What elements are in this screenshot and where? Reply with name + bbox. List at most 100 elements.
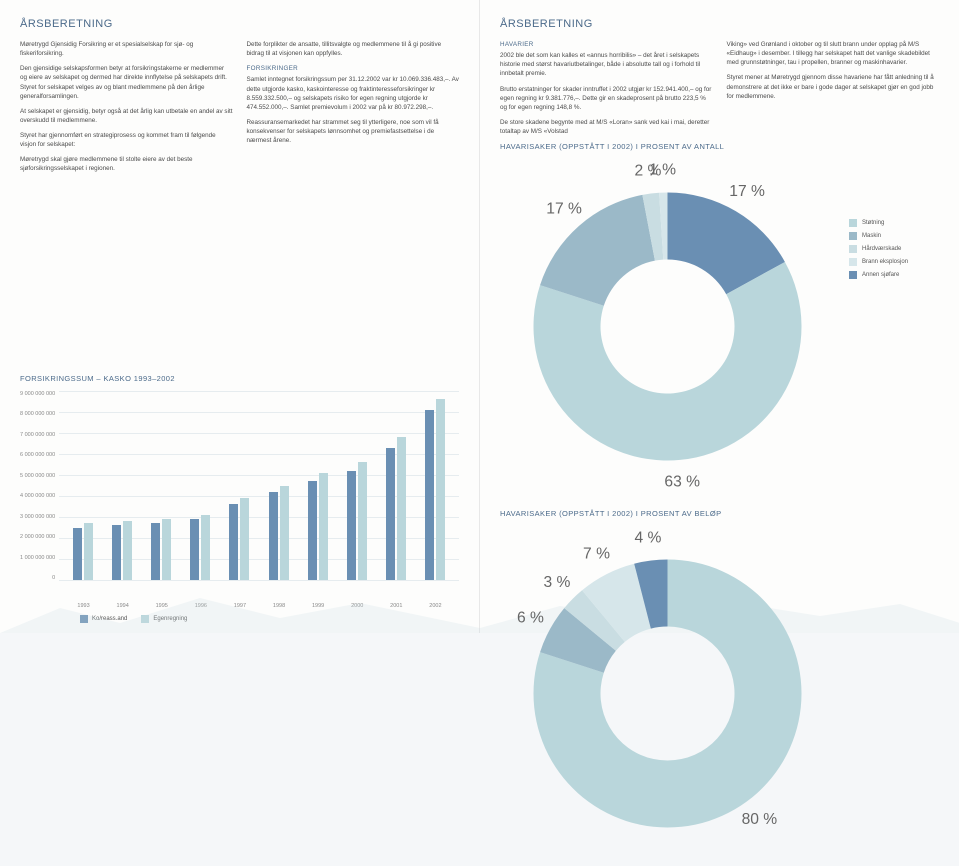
para: Viking» ved Grønland i oktober og til sl… bbox=[727, 40, 940, 67]
legend-label: Egenregning bbox=[153, 616, 187, 622]
bar-group bbox=[185, 391, 216, 580]
legend-item: Hårdværskade bbox=[849, 245, 939, 253]
legend-item: Egenregning bbox=[141, 615, 187, 623]
legend-label: Ko/reass.and bbox=[92, 616, 127, 622]
legend-item: Annen sjøfare bbox=[849, 271, 939, 279]
y-tick-label: 2 000 000 000 bbox=[20, 534, 55, 540]
bar-group bbox=[380, 391, 411, 580]
bar-chart-title: FORSIKRINGSSUM – KASKO 1993–2002 bbox=[20, 374, 459, 383]
y-axis: 9 000 000 000 8 000 000 000 7 000 000 000 6… bbox=[20, 391, 59, 581]
donut-label: 17 % bbox=[729, 183, 765, 200]
x-tick-label: 2000 bbox=[351, 603, 363, 609]
bar-ko bbox=[308, 481, 317, 580]
bar-group bbox=[106, 391, 137, 580]
bar-egen bbox=[319, 473, 328, 580]
bar-egen bbox=[280, 486, 289, 581]
y-tick-label: 1 000 000 000 bbox=[20, 555, 55, 561]
legend-label: Maskin bbox=[862, 233, 881, 239]
bar-group bbox=[67, 391, 98, 580]
donut-label: 4 % bbox=[634, 530, 661, 547]
bar-egen bbox=[201, 515, 210, 580]
bar-group bbox=[224, 391, 255, 580]
body-columns-left: Møretrygd Gjensidig Forsikring er et spe… bbox=[20, 40, 459, 180]
donut-chart-antall: 17 %63 %17 %2 %1 % bbox=[500, 159, 835, 499]
donut-chart-belop: 80 %6 %3 %7 %4 % bbox=[500, 526, 835, 866]
para: 2002 ble det som kan kalles et «annus ho… bbox=[500, 51, 713, 78]
bar-egen bbox=[358, 462, 367, 580]
col-left-1: Møretrygd Gjensidig Forsikring er et spe… bbox=[20, 40, 233, 180]
subhead-havarier: HAVARIER bbox=[500, 40, 713, 49]
bar-ko bbox=[229, 504, 238, 580]
bar-egen bbox=[240, 498, 249, 580]
bar-egen bbox=[397, 437, 406, 580]
para: Reassuransemarkedet har strammet seg til… bbox=[247, 118, 460, 145]
x-tick-label: 2001 bbox=[390, 603, 402, 609]
legend-swatch bbox=[849, 245, 857, 253]
bar-ko bbox=[425, 410, 434, 580]
legend-label: Hårdværskade bbox=[862, 246, 901, 252]
legend-swatch bbox=[849, 258, 857, 266]
y-tick-label: 6 000 000 000 bbox=[20, 452, 55, 458]
gridline bbox=[59, 580, 459, 581]
x-tick-label: 1997 bbox=[234, 603, 246, 609]
para: Styret mener at Møretrygd gjennom disse … bbox=[727, 73, 940, 100]
donut-row: 17 %63 %17 %2 %1 % HAVARISAKER (OPPSTÅTT… bbox=[500, 159, 939, 866]
legend-label: Annen sjøfare bbox=[862, 272, 899, 278]
page-title-right: ÅRSBERETNING bbox=[500, 18, 939, 30]
bar-ko bbox=[190, 519, 199, 580]
bar-group bbox=[263, 391, 294, 580]
donut-label: 1 % bbox=[649, 161, 676, 178]
left-page: ÅRSBERETNING Møretrygd Gjensidig Forsikr… bbox=[0, 0, 480, 633]
x-tick-label: 1996 bbox=[195, 603, 207, 609]
col-right-2: Viking» ved Grønland i oktober og til sl… bbox=[727, 40, 940, 142]
para: Møretrygd Gjensidig Forsikring er et spe… bbox=[20, 40, 233, 58]
donut-svg: 80 %6 %3 %7 %4 % bbox=[500, 526, 835, 861]
legend-swatch bbox=[849, 232, 857, 240]
x-tick-label: 1999 bbox=[312, 603, 324, 609]
bars bbox=[59, 391, 459, 580]
bar-legend: Ko/reass.and Egenregning bbox=[80, 615, 459, 623]
donut-legend: StøtningMaskinHårdværskadeBrann eksplosj… bbox=[849, 219, 939, 279]
para: Brutto erstatninger for skader inntruffe… bbox=[500, 85, 713, 112]
y-tick-label: 8 000 000 000 bbox=[20, 411, 55, 417]
para: Dette forplikter de ansatte, tillitsvalg… bbox=[247, 40, 460, 58]
y-tick-label: 3 000 000 000 bbox=[20, 514, 55, 520]
legend-swatch bbox=[849, 219, 857, 227]
donut-col: 17 %63 %17 %2 %1 % HAVARISAKER (OPPSTÅTT… bbox=[500, 159, 835, 866]
bar-egen bbox=[436, 399, 445, 580]
donut-section: HAVARISAKER (OPPSTÅTT I 2002) I PROSENT … bbox=[500, 142, 939, 866]
x-tick-label: 2002 bbox=[429, 603, 441, 609]
donut-label: 80 % bbox=[742, 811, 778, 828]
bar-group bbox=[420, 391, 451, 580]
para: At selskapet er gjensidig, betyr også at… bbox=[20, 107, 233, 125]
legend-item: Maskin bbox=[849, 232, 939, 240]
x-tick-label: 1994 bbox=[117, 603, 129, 609]
donut-label: 3 % bbox=[543, 574, 570, 591]
donut-label: 63 % bbox=[664, 473, 700, 490]
donut-svg: 17 %63 %17 %2 %1 % bbox=[500, 159, 835, 494]
para: Styret har gjennomført en strategiproses… bbox=[20, 131, 233, 149]
bar-ko bbox=[269, 492, 278, 580]
bar-ko bbox=[112, 525, 121, 580]
legend-item: Støtning bbox=[849, 219, 939, 227]
legend-swatch bbox=[141, 615, 149, 623]
y-tick-label: 9 000 000 000 bbox=[20, 391, 55, 397]
legend-swatch bbox=[80, 615, 88, 623]
bar-chart: 9 000 000 000 8 000 000 000 7 000 000 000 6… bbox=[20, 391, 459, 601]
bar-ko bbox=[73, 528, 82, 581]
spread: ÅRSBERETNING Møretrygd Gjensidig Forsikr… bbox=[0, 0, 959, 633]
bar-ko bbox=[347, 471, 356, 580]
para: Møretrygd skal gjøre medlemmene til stol… bbox=[20, 155, 233, 173]
x-tick-label: 1998 bbox=[273, 603, 285, 609]
para: De store skadene begynte med at M/S «Lor… bbox=[500, 118, 713, 136]
bar-chart-section: FORSIKRINGSSUM – KASKO 1993–2002 9 000 0… bbox=[20, 374, 459, 623]
legend-label: Støtning bbox=[862, 220, 884, 226]
bar-group bbox=[302, 391, 333, 580]
y-tick-label: 7 000 000 000 bbox=[20, 432, 55, 438]
y-tick-label: 4 000 000 000 bbox=[20, 493, 55, 499]
x-axis-labels: 1993199419951996199719981999200020012002 bbox=[60, 601, 459, 609]
bar-ko bbox=[151, 523, 160, 580]
donut-label: 7 % bbox=[583, 545, 610, 562]
bar-egen bbox=[123, 521, 132, 580]
donut-label: 17 % bbox=[546, 200, 582, 217]
